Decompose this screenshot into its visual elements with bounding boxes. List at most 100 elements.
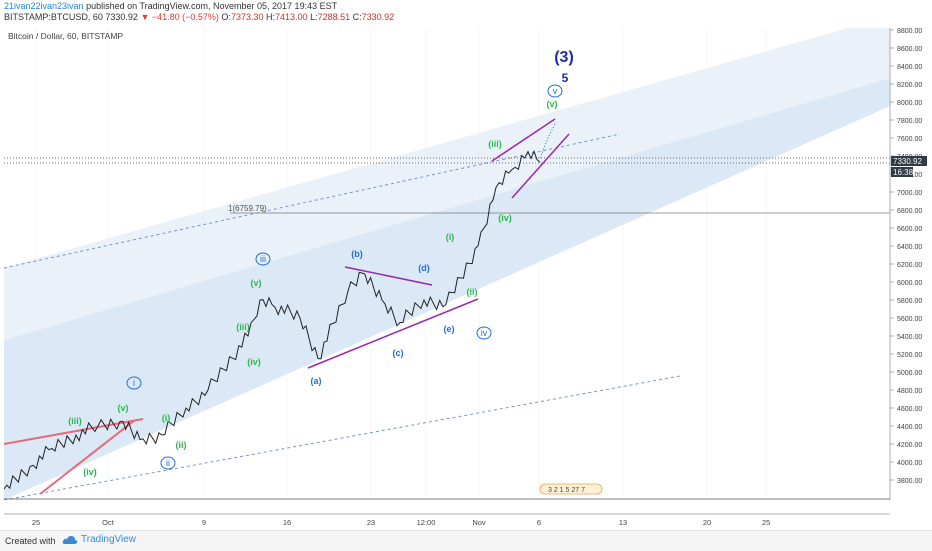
x-tick-label: 13 bbox=[619, 518, 627, 527]
wave-label: i bbox=[133, 378, 135, 388]
y-tick-label: 6000.00 bbox=[897, 280, 922, 287]
outer-channel bbox=[4, 28, 890, 340]
wave-label: (v) bbox=[547, 99, 558, 109]
y-tick-label: 7000.00 bbox=[897, 190, 922, 197]
price-tag-bg bbox=[891, 156, 927, 166]
wave-label: (ii) bbox=[467, 287, 478, 297]
y-tick-label: 6200.00 bbox=[897, 262, 922, 269]
low-label: L: bbox=[310, 12, 318, 22]
wave-label: (iii) bbox=[236, 322, 250, 332]
event-badge-strip[interactable] bbox=[539, 483, 603, 495]
wave-label: iv bbox=[481, 328, 488, 338]
price-change: ▼ −41.80 (−0.57%) bbox=[140, 12, 219, 22]
price-tag: 7330.92 bbox=[893, 157, 922, 166]
author-link[interactable]: 21ivan22ivan23ivan bbox=[4, 1, 84, 11]
x-tick-label: 25 bbox=[32, 518, 40, 527]
y-tick-label: 8800.00 bbox=[897, 28, 922, 35]
publish-line: 21ivan22ivan23ivan published on TradingV… bbox=[4, 1, 337, 11]
x-tick-label: 16 bbox=[283, 518, 291, 527]
y-tick-label: 8000.00 bbox=[897, 100, 922, 107]
high-label: H: bbox=[266, 12, 275, 22]
wave-label-circle bbox=[160, 456, 176, 470]
chart-header: 21ivan22ivan23ivan published on TradingV… bbox=[0, 0, 932, 28]
x-tick-label: 6 bbox=[537, 518, 541, 527]
price-chart[interactable]: 1(6759.79) 3 2 1 5 27 7 8800.00 8600.00 84… bbox=[0, 28, 932, 530]
x-tick-label: Oct bbox=[102, 518, 115, 527]
footer-bar: Created with TradingView bbox=[0, 530, 932, 551]
y-tick-label: 4600.00 bbox=[897, 406, 922, 413]
dashed-lower-trend bbox=[4, 375, 681, 500]
x-tick-label: Nov bbox=[472, 518, 486, 527]
wave-label: (i) bbox=[446, 232, 455, 242]
open-value: 7373.30 bbox=[230, 12, 264, 22]
x-tick-label: 20 bbox=[703, 518, 711, 527]
x-tick-label: 23 bbox=[367, 518, 375, 527]
wave-label-circle bbox=[476, 326, 492, 340]
close-value: 7330.92 bbox=[361, 12, 395, 22]
wave-label-circle bbox=[126, 376, 142, 390]
y-tick-label: 6400.00 bbox=[897, 244, 922, 251]
ending-diagonal-upper bbox=[491, 118, 556, 162]
y-tick-label: 8400.00 bbox=[897, 64, 922, 71]
y-tick-label: 5800.00 bbox=[897, 298, 922, 305]
wave-label: (ii) bbox=[176, 440, 187, 450]
wave-label: (v) bbox=[251, 278, 262, 288]
x-axis[interactable]: 25 Oct 9 16 23 12:00 Nov 6 13 20 25 bbox=[32, 518, 770, 527]
triangle-lower bbox=[307, 298, 479, 369]
y-tick-label: 4400.00 bbox=[897, 424, 922, 431]
y-axis[interactable]: 8800.00 8600.00 8400.00 8200.00 8000.00 7800.… bbox=[890, 28, 922, 485]
main-channel bbox=[4, 78, 890, 500]
countdown-tag: 16:38 bbox=[893, 168, 914, 177]
event-badges[interactable]: 3 2 1 5 27 7 bbox=[539, 483, 603, 495]
wave-label: (b) bbox=[351, 249, 363, 259]
symbol-label: BITSTAMP:BTCUSD, 60 bbox=[4, 12, 103, 22]
triangle-upper bbox=[344, 266, 433, 286]
wave-label: (iv) bbox=[83, 467, 97, 477]
wave-label: v bbox=[553, 86, 558, 96]
y-tick-label: 7600.00 bbox=[897, 136, 922, 143]
wave-label-circle bbox=[547, 84, 563, 98]
wave-label: (d) bbox=[418, 263, 430, 273]
chart-title: Bitcoin / Dollar, 60, BITSTAMP bbox=[8, 31, 123, 41]
wave-label: (iii) bbox=[68, 416, 82, 426]
low-value: 7288.51 bbox=[317, 12, 351, 22]
ohlc-line: BITSTAMP:BTCUSD, 60 7330.92 ▼ −41.80 (−0… bbox=[4, 12, 394, 22]
wave-label: (e) bbox=[444, 324, 455, 334]
wedge-lower bbox=[39, 419, 136, 495]
y-tick-label: 4800.00 bbox=[897, 388, 922, 395]
open-label: O: bbox=[221, 12, 231, 22]
wave-label: (iv) bbox=[247, 357, 261, 367]
y-tick-label: 4000.00 bbox=[897, 460, 922, 467]
published-text: published on TradingView.com, November 0… bbox=[86, 1, 338, 11]
y-tick-label: 4200.00 bbox=[897, 442, 922, 449]
wave-label: (c) bbox=[393, 348, 404, 358]
y-tick-label: 7800.00 bbox=[897, 118, 922, 125]
wave-label: 5 bbox=[562, 71, 569, 85]
x-tick-label: 9 bbox=[202, 518, 206, 527]
projection-path bbox=[539, 121, 557, 159]
tradingview-logo[interactable]: TradingView bbox=[62, 534, 136, 545]
wave-label: (iv) bbox=[498, 213, 512, 223]
level-label: 1(6759.79) bbox=[228, 204, 267, 213]
last-price: 7330.92 bbox=[105, 12, 138, 22]
high-value: 7413.00 bbox=[275, 12, 308, 22]
wave-label: (v) bbox=[118, 403, 129, 413]
created-with-label: Created with bbox=[5, 536, 56, 546]
y-tick-label: 5000.00 bbox=[897, 370, 922, 377]
x-tick-label: 12:00 bbox=[417, 518, 436, 527]
brand-name: TradingView bbox=[81, 534, 137, 545]
wave-label: ii bbox=[166, 458, 170, 468]
y-tick-label: 8200.00 bbox=[897, 82, 922, 89]
y-tick-label: 6800.00 bbox=[897, 208, 922, 215]
wave-label: (3) bbox=[554, 49, 574, 66]
wave-label: iii bbox=[260, 254, 266, 264]
price-series-line bbox=[4, 149, 541, 490]
ending-diagonal-lower bbox=[511, 133, 570, 199]
plot-layer: 1(6759.79) 3 2 1 5 27 7 bbox=[4, 28, 890, 500]
y-tick-label: 5400.00 bbox=[897, 334, 922, 341]
y-tick-label: 3800.00 bbox=[897, 478, 922, 485]
wave-labels: (3) 5v (v) (iii) (iv) (i) (ii) (b) (d) (e) (c) (a) i… bbox=[68, 49, 574, 477]
wave-label: (a) bbox=[311, 376, 322, 386]
y-tick-label: 5600.00 bbox=[897, 316, 922, 323]
x-tick-label: 25 bbox=[762, 518, 770, 527]
